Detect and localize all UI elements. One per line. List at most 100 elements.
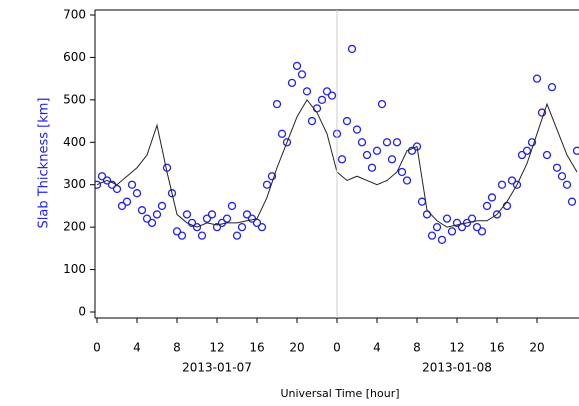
data-point [157, 201, 167, 211]
data-point [422, 210, 432, 219]
data-point [377, 99, 387, 109]
data-point [362, 150, 372, 160]
data-point [177, 231, 187, 240]
date-label: 2013-01-07 [182, 361, 252, 375]
x-tick-label: 0 [93, 341, 101, 355]
data-point [95, 180, 102, 189]
y-tick-label: 300 [63, 177, 86, 191]
y-axis-label: Slab Thickness [km] [37, 98, 52, 229]
data-point [497, 180, 507, 189]
data-point [142, 214, 152, 223]
y-tick-label: 100 [63, 262, 86, 276]
data-point [357, 138, 367, 147]
data-point [207, 210, 217, 219]
data-point [102, 176, 112, 185]
data-point [307, 116, 317, 126]
data-point [167, 189, 177, 198]
data-point [222, 214, 232, 223]
data-point [557, 172, 567, 181]
data-point [317, 95, 327, 105]
data-point [197, 231, 207, 240]
data-point [187, 218, 197, 228]
y-tick-label: 600 [63, 50, 86, 64]
data-point [277, 129, 287, 138]
data-point [327, 91, 337, 100]
data-point [132, 189, 142, 198]
data-point [472, 222, 482, 232]
data-point [517, 150, 527, 160]
data-point [482, 201, 492, 211]
data-point [552, 163, 562, 172]
y-tick-label: 700 [63, 8, 86, 22]
x-axis-label: Universal Time [hour] [280, 387, 399, 400]
x-tick-label: 12 [449, 341, 464, 355]
x-tick-label: 4 [373, 341, 381, 355]
data-point [352, 125, 362, 134]
data-point [302, 87, 312, 96]
data-point [292, 61, 302, 71]
data-point [322, 87, 332, 96]
data-point [572, 146, 579, 155]
x-tick-label: 12 [209, 341, 224, 355]
data-point [312, 104, 322, 113]
data-point [172, 227, 182, 236]
data-point [282, 138, 292, 147]
data-point [107, 180, 117, 189]
data-point [432, 222, 442, 232]
data-point [537, 108, 547, 117]
y-tick-label: 400 [63, 135, 86, 149]
data-point [137, 206, 147, 215]
data-point [227, 201, 237, 211]
data-point [382, 138, 392, 147]
y-tick-label: 500 [63, 92, 86, 106]
data-point [567, 197, 577, 206]
data-point [512, 180, 522, 189]
data-point [147, 218, 157, 228]
data-point [437, 235, 447, 245]
data-point [462, 218, 472, 228]
x-tick-label: 20 [289, 341, 304, 355]
data-point [427, 231, 437, 240]
data-point [202, 214, 212, 223]
data-point [297, 70, 307, 79]
data-point [112, 184, 122, 194]
data-point [212, 222, 222, 232]
x-tick-label: 16 [489, 341, 504, 355]
data-point [267, 172, 277, 181]
data-point [242, 210, 252, 219]
x-tick-label: 8 [413, 341, 421, 355]
data-point [477, 227, 487, 236]
data-point [342, 116, 352, 126]
data-point [452, 218, 462, 228]
data-point [447, 227, 457, 236]
data-point [272, 99, 282, 109]
data-point [412, 142, 422, 151]
data-point [397, 167, 407, 177]
data-point [387, 155, 397, 164]
data-point [492, 210, 502, 219]
data-point [182, 210, 192, 219]
x-tick-label: 4 [133, 341, 141, 355]
data-point [417, 197, 427, 206]
data-point [367, 163, 377, 172]
data-point [257, 222, 267, 232]
data-point [547, 82, 557, 92]
x-tick-label: 20 [529, 341, 544, 355]
data-point [402, 176, 412, 185]
data-point [542, 150, 552, 160]
data-point [507, 176, 517, 185]
data-point [527, 138, 537, 147]
data-point [442, 214, 452, 223]
data-point [232, 231, 242, 240]
x-tick-label: 16 [249, 341, 264, 355]
data-point [487, 193, 497, 202]
y-tick-label: 0 [78, 305, 86, 319]
data-point [122, 197, 132, 206]
data-point [407, 146, 417, 155]
data-point [347, 44, 357, 54]
data-point [152, 210, 162, 219]
date-label: 2013-01-08 [422, 361, 492, 375]
data-point [392, 138, 402, 147]
x-tick-label: 8 [173, 341, 181, 355]
